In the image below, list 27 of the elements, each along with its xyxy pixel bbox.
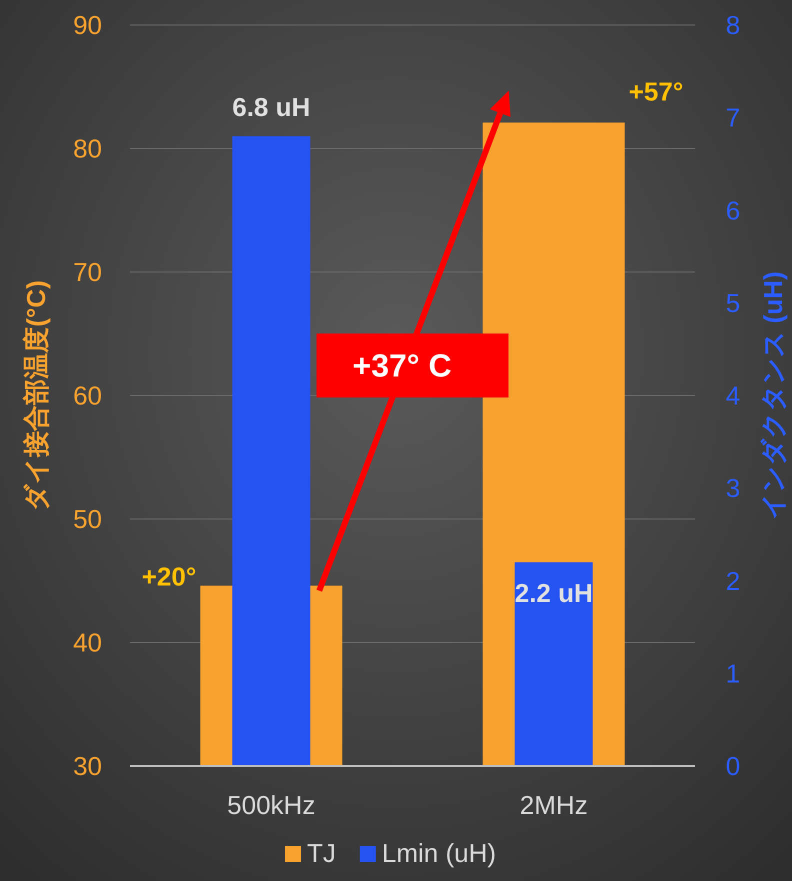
- y2-tick-label: 6: [726, 195, 740, 226]
- y2-axis-title: インダクタンス (uH): [758, 271, 788, 520]
- x-tick-label: 500kHz: [227, 790, 316, 820]
- y2-tick-label: 3: [726, 473, 740, 504]
- y-tick-label: 40: [73, 628, 102, 658]
- y-tick-label: 80: [73, 134, 102, 164]
- y2-tick-label: 8: [726, 10, 740, 40]
- y-axis-title: ダイ接合部温度(°C): [21, 280, 51, 511]
- data-label: 2.2 uH: [514, 578, 593, 608]
- y-tick-label: 90: [73, 10, 102, 40]
- y2-tick-label: 4: [726, 380, 740, 410]
- y2-tick-label: 1: [726, 658, 740, 688]
- data-label: 6.8 uH: [232, 92, 310, 122]
- y-tick-label: 60: [73, 380, 102, 410]
- annotation: +57°: [628, 76, 684, 107]
- annotation: +37° C: [352, 348, 452, 384]
- y-tick-label: 70: [73, 257, 102, 287]
- y2-tick-label: 2: [726, 566, 740, 596]
- y2-tick-label: 7: [726, 102, 740, 133]
- legend-label: TJ: [307, 838, 336, 868]
- legend-label: Lmin (uH): [382, 838, 496, 868]
- y-tick-label: 50: [73, 504, 102, 534]
- y-tick-label: 30: [73, 751, 102, 781]
- annotation: +20°: [142, 562, 196, 592]
- x-tick-label: 2MHz: [520, 790, 588, 820]
- y2-tick-label: 0: [726, 751, 740, 781]
- y2-tick-label: 5: [726, 288, 740, 318]
